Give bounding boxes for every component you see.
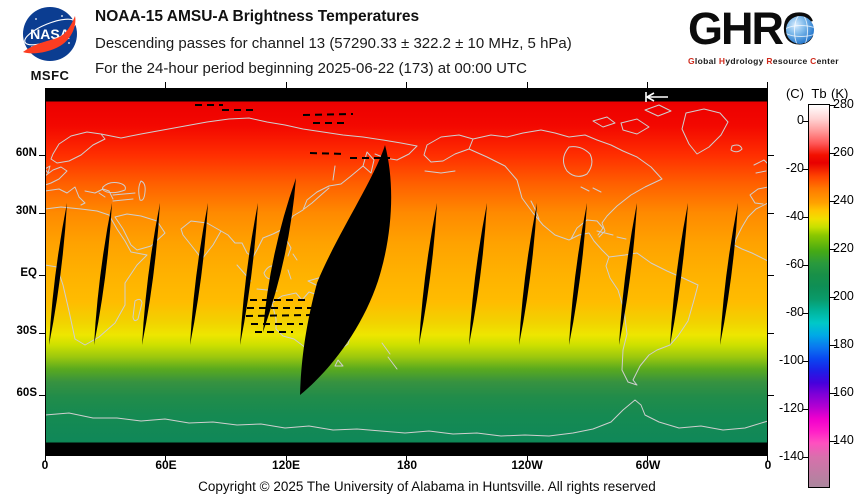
colorbar-c-80: -80 — [785, 305, 804, 319]
nasa-meatball-logo: NASA MSFC — [10, 5, 90, 83]
nasa-insignia-icon: NASA — [23, 7, 77, 61]
y-tick-EQ: EQ — [20, 267, 37, 279]
colorbar-c-0: 0 — [797, 113, 804, 127]
colorbar-k-200: 200 — [833, 289, 854, 303]
ghrc-tagline: Global Hydrology Resource Center — [688, 56, 839, 66]
colorbar-k-280: 280 — [833, 97, 854, 111]
colorbar-unit-celsius: (C) — [785, 86, 804, 101]
x-tick-120E: 120E — [271, 458, 301, 472]
ghrc-globe-icon — [786, 16, 814, 44]
colorbar-quantity-label: Tb — [811, 86, 827, 101]
x-tick-60E: 60E — [155, 458, 177, 472]
ghrc-letter-c: C — [782, 3, 814, 55]
x-tick-0b: 0 — [764, 458, 772, 472]
y-tick-30S: 30S — [16, 325, 37, 337]
scan-artifact-dashes — [195, 104, 390, 333]
colorbar-k-160: 160 — [833, 385, 854, 399]
y-tick-30N: 30N — [15, 205, 37, 217]
ghrc-letters: GHR — [688, 3, 784, 54]
nasa-center-label: MSFC — [30, 68, 70, 83]
x-tick-60W: 60W — [635, 458, 661, 472]
ghrc-wordmark: GHRC — [688, 3, 840, 55]
title-block: NOAA-15 AMSU-A Brightness Temperatures D… — [95, 8, 685, 85]
colorbar-unit-kelvin: (K) — [831, 86, 849, 101]
colorbar-c-120: -120 — [778, 401, 804, 415]
copyright: Copyright © 2025 The University of Alaba… — [198, 479, 656, 494]
x-tick-180: 180 — [396, 458, 418, 472]
colorbar-k-180: 180 — [833, 337, 854, 351]
subtitle-channel: Descending passes for channel 13 (57290.… — [95, 35, 572, 52]
x-tick-120W: 120W — [511, 458, 543, 472]
colorbar-c-100: -100 — [778, 353, 804, 367]
left-arrow-icon — [645, 92, 668, 102]
colorbar-k-140: 140 — [833, 433, 854, 447]
colorbar — [808, 104, 830, 488]
no-data-gores — [49, 145, 738, 395]
colorbar-c-140: -140 — [778, 449, 804, 463]
page-title: NOAA-15 AMSU-A Brightness Temperatures — [95, 8, 420, 25]
y-tick-60N: 60N — [15, 147, 37, 159]
y-tick-60S: 60S — [16, 387, 37, 399]
ghrc-logo: GHRC Global Hydrology Resource Center — [688, 3, 840, 66]
colorbar-c-40: -40 — [785, 209, 804, 223]
colorbar-k-220: 220 — [833, 241, 854, 255]
colorbar-k-240: 240 — [833, 193, 854, 207]
colorbar-c-60: -60 — [785, 257, 804, 271]
colorbar-k-260: 260 — [833, 145, 854, 159]
colorbar-c-20: -20 — [785, 161, 804, 175]
map-overlay — [45, 92, 768, 437]
x-tick-0: 0 — [41, 458, 49, 472]
map-plot — [45, 88, 768, 455]
subtitle-period: For the 24-hour period beginning 2025-06… — [95, 60, 527, 77]
ghrc-globe-stand — [803, 34, 814, 44]
